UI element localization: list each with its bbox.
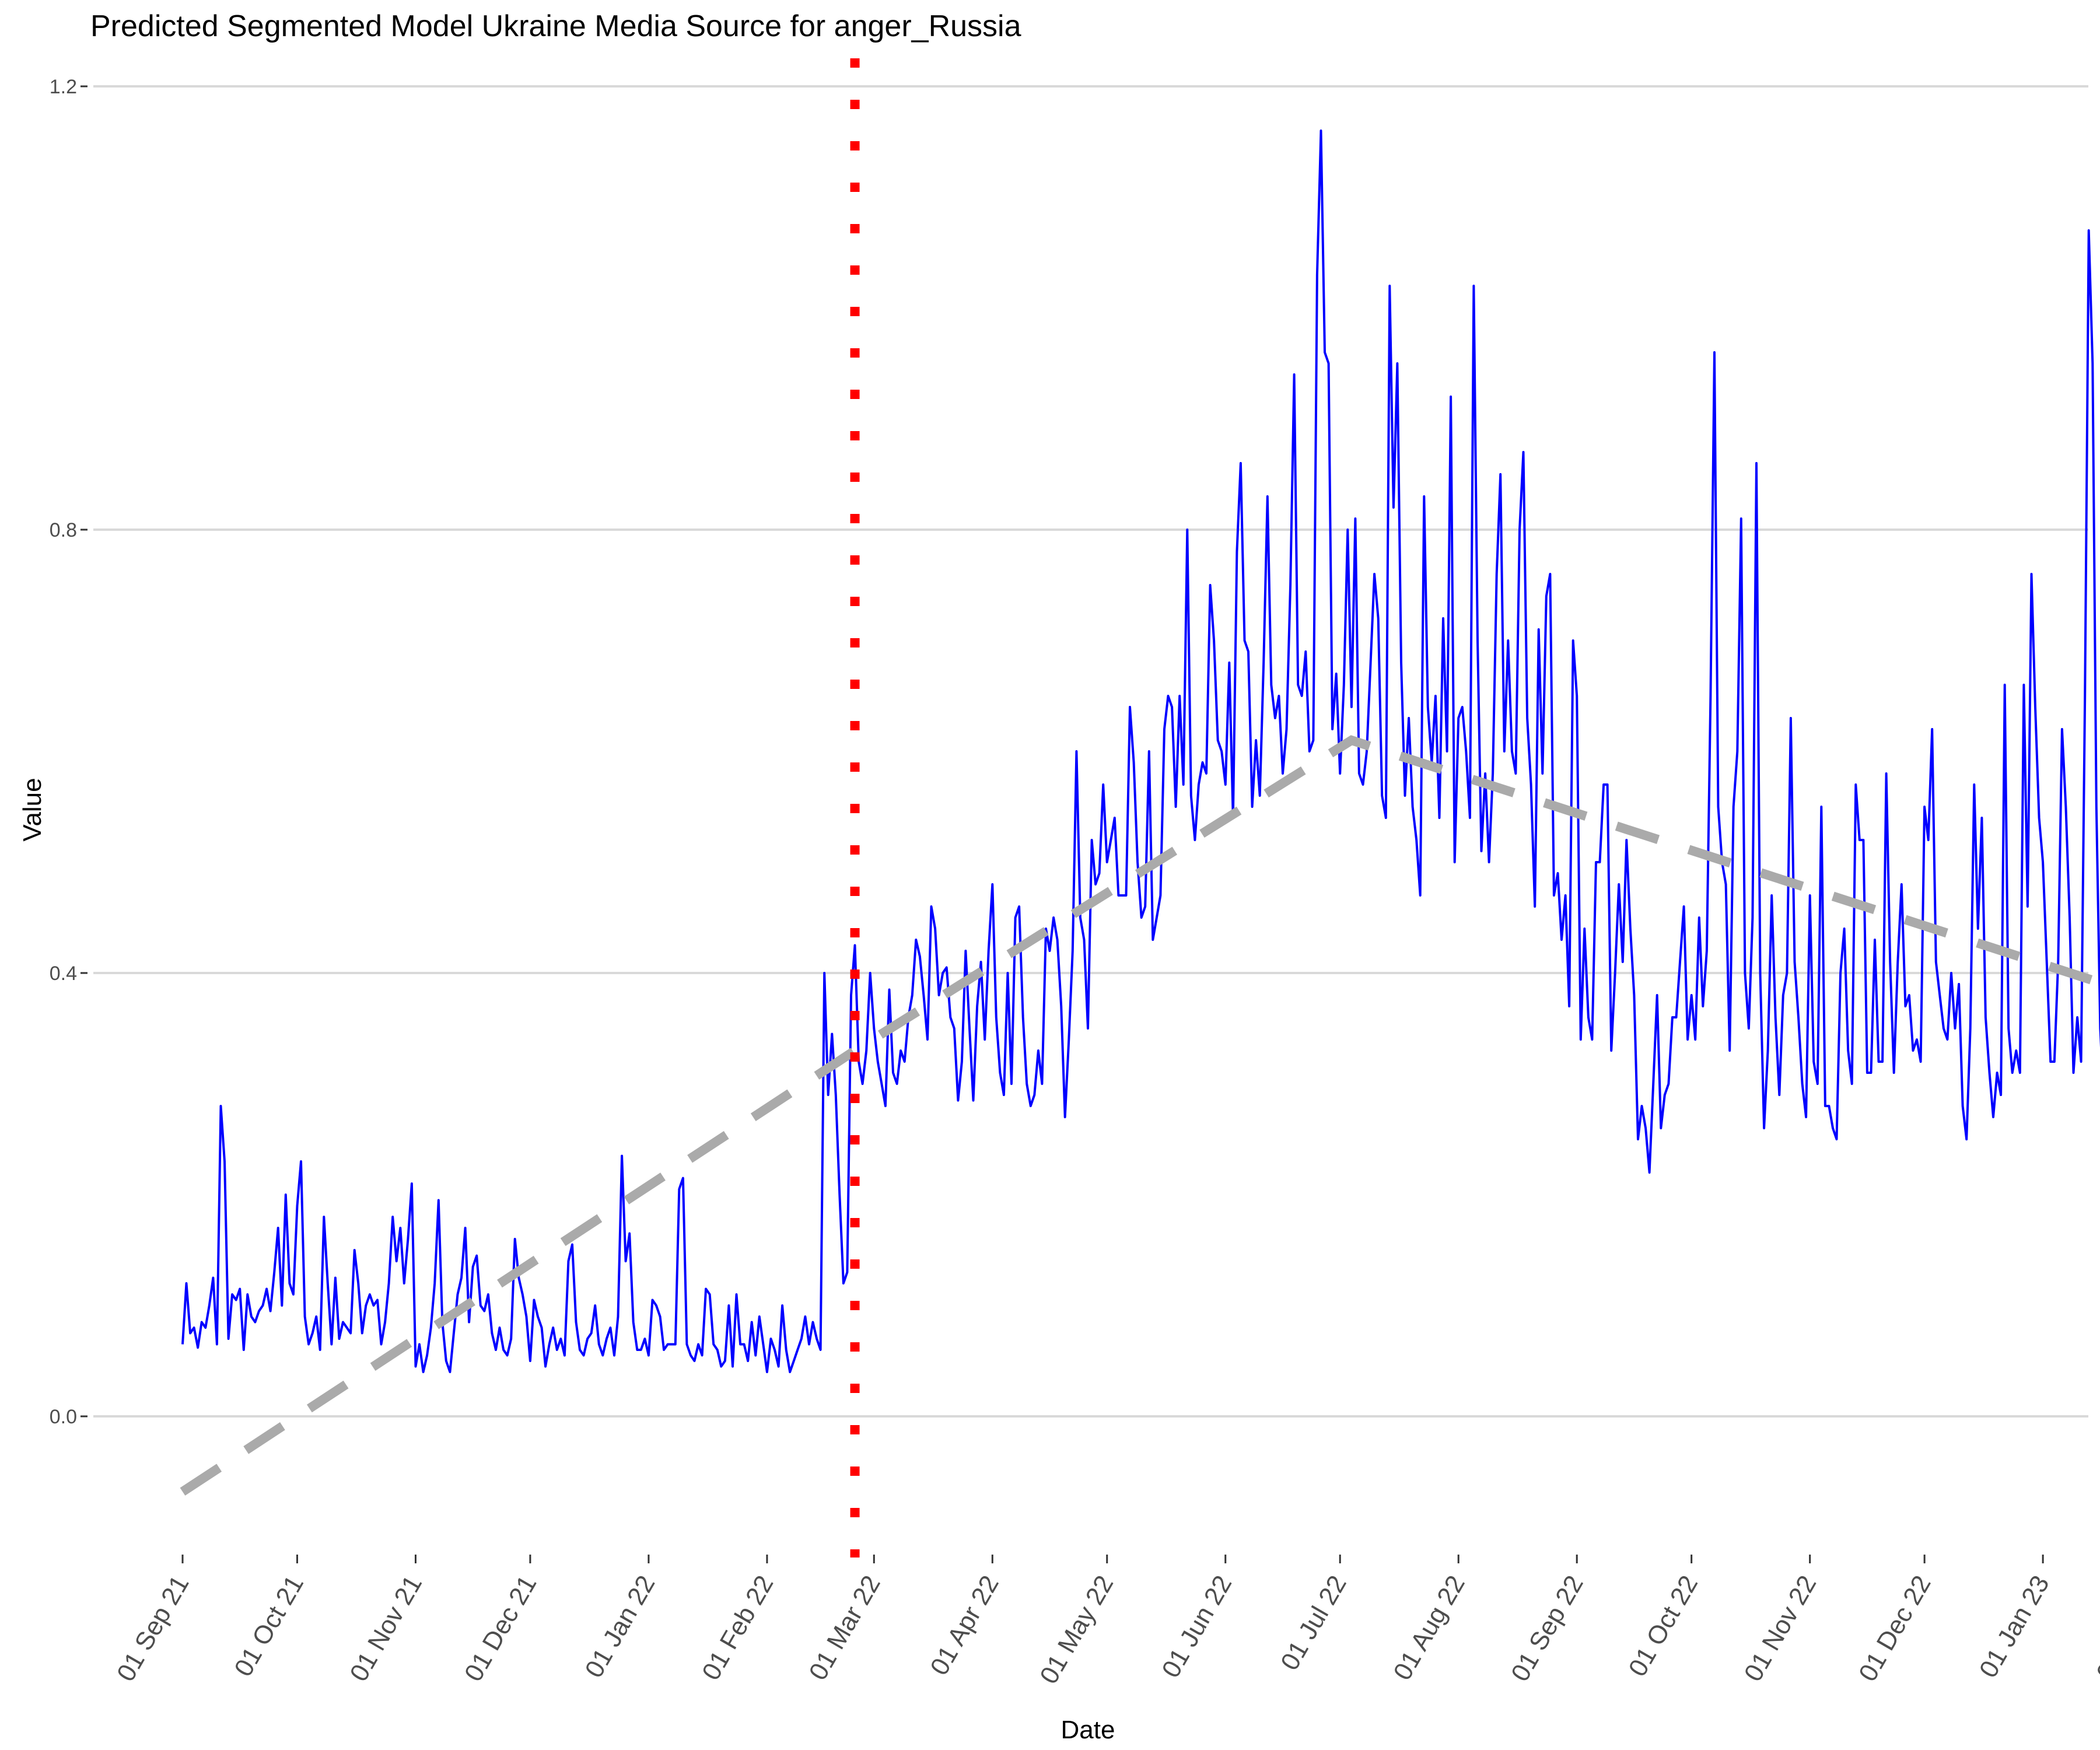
y-tick-label: 1.2 bbox=[50, 76, 77, 98]
series-layer bbox=[180, 58, 2100, 1558]
segmented-trend-line bbox=[180, 735, 2100, 1496]
gridlines bbox=[93, 85, 2088, 1418]
y-axis-ticks: 0.0 0.4 0.8 1.2 bbox=[50, 76, 88, 1428]
y-tick-label: 0.8 bbox=[50, 519, 77, 541]
y-tick-label: 0.4 bbox=[50, 963, 77, 985]
y-tick-label: 0.0 bbox=[50, 1406, 77, 1428]
y-axis-title: Value bbox=[18, 778, 47, 841]
chart-title: Predicted Segmented Model Ukraine Media … bbox=[90, 9, 1021, 43]
observed-series-line bbox=[181, 130, 2100, 1373]
x-axis-title: Date bbox=[1061, 1716, 1115, 1744]
